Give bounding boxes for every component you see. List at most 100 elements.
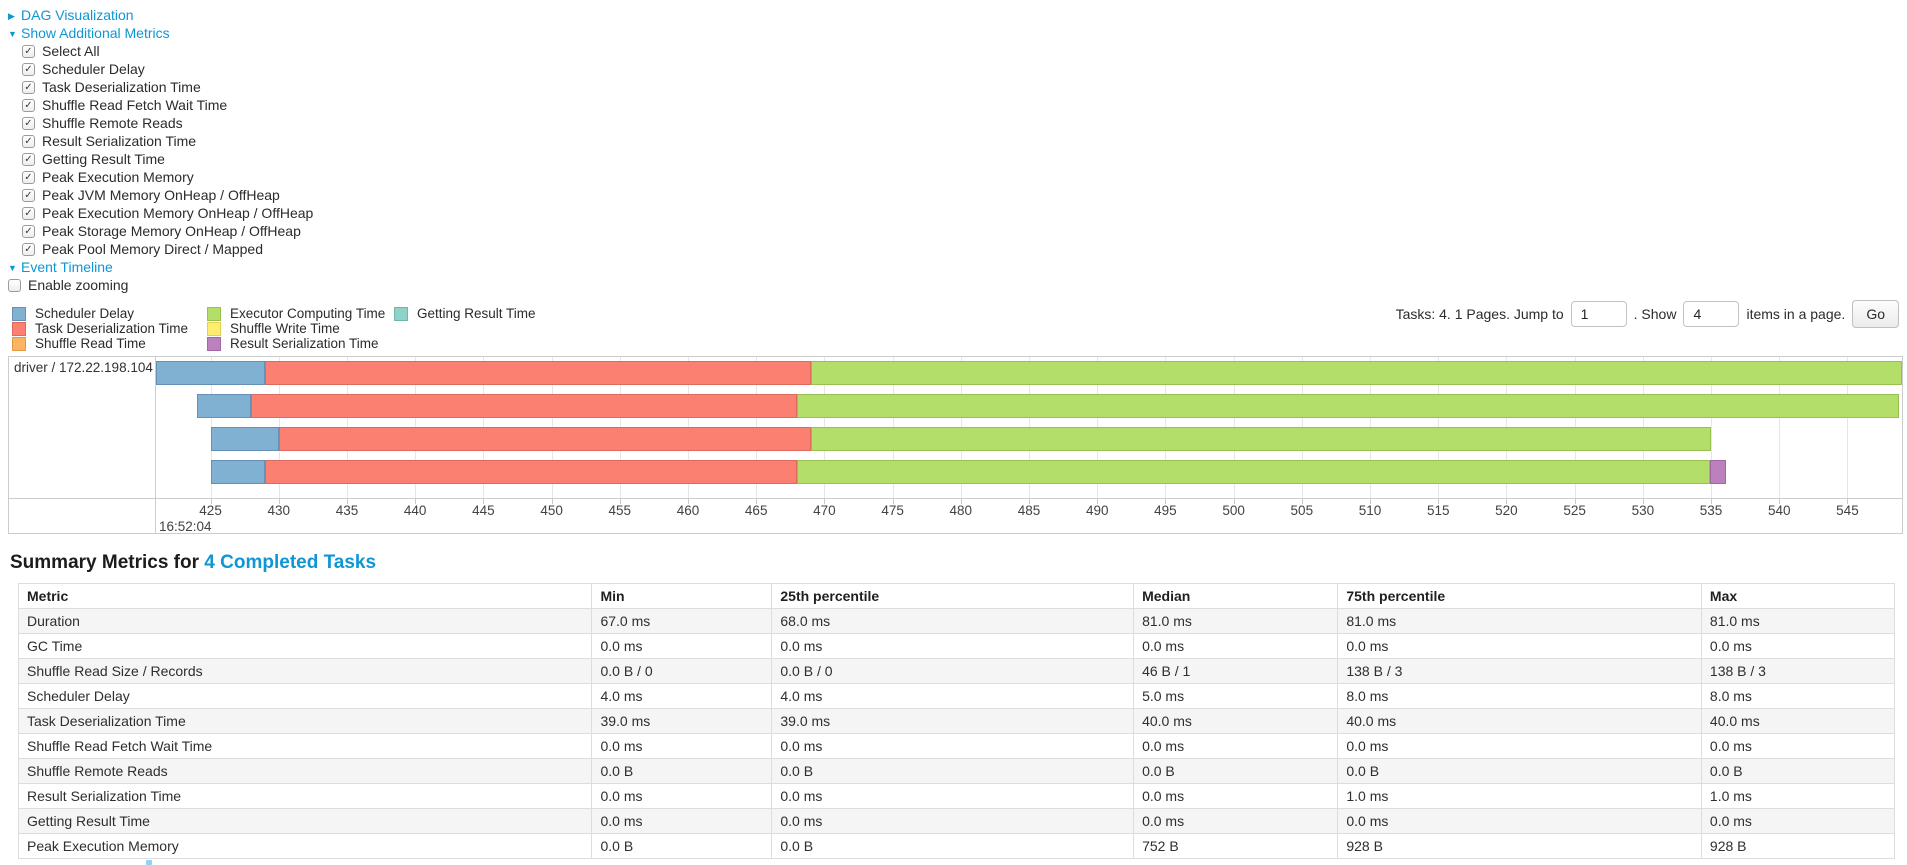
enable-zooming-checkbox[interactable]	[8, 278, 21, 292]
task-segment-scheduler	[156, 361, 266, 385]
axis-tickmark	[756, 499, 758, 504]
axis-tick-label: 545	[1836, 503, 1859, 518]
axis-tick-label: 495	[1154, 503, 1177, 518]
legend-item-getting_result: Getting Result Time	[394, 306, 536, 321]
summary-metric-name: Scheduler Delay	[17, 683, 593, 709]
task-segment-executor	[797, 460, 1710, 484]
checkbox-label: Peak Execution Memory OnHeap / OffHeap	[42, 205, 314, 221]
summary-cell: 0.0 ms	[1337, 733, 1702, 759]
summary-cell: 4.0 ms	[771, 683, 1135, 709]
checkbox-shuffle-remote-reads[interactable]: ✓	[22, 116, 35, 130]
summary-cell: 0.0 ms	[1700, 808, 1896, 834]
metric-checkbox-row-scheduler-delay[interactable]: ✓ Scheduler Delay	[22, 60, 1907, 78]
legend-item-shuffle_read: Shuffle Read Time	[12, 336, 188, 351]
event-timeline-chart: driver / 172.22.198.104 16:52:04 425 430 4…	[8, 356, 1903, 534]
legend-label: Result Serialization Time	[230, 336, 379, 351]
summary-row-result-serialization-time: Result Serialization Time 0.0 ms 0.0 ms 0.0…	[17, 783, 1896, 809]
axis-tick-label: 435	[335, 503, 359, 518]
toggle-dag-label: DAG Visualization	[21, 7, 134, 23]
items-per-page-input[interactable]	[1683, 301, 1740, 327]
summary-cell: 0.0 ms	[1700, 633, 1896, 659]
checkbox-shuffle-read-fetch-wait-time[interactable]: ✓	[22, 98, 35, 112]
task-segment-deser	[265, 361, 811, 385]
summary-cell: 40.0 ms	[1337, 708, 1702, 734]
summary-cell: 1.0 ms	[1337, 783, 1702, 809]
axis-tickmark	[278, 499, 280, 504]
summary-cell: 0.0 B	[1133, 758, 1339, 784]
jump-to-page-input[interactable]	[1570, 301, 1627, 327]
summary-column-header-median: Median	[1133, 583, 1339, 609]
checkbox-label: Getting Result Time	[42, 151, 165, 167]
toggle-dag-visualization[interactable]: ▶ DAG Visualization	[8, 6, 1907, 24]
checkbox-result-serialization-time[interactable]: ✓	[22, 134, 35, 148]
metric-checkbox-row-select-all[interactable]: ✓ Select All	[22, 42, 1907, 60]
checkbox-getting-result-time[interactable]: ✓	[22, 152, 35, 166]
legend-label: Task Deserialization Time	[35, 321, 189, 336]
summary-cell: 0.0 ms	[771, 783, 1135, 809]
toggle-show-additional-metrics[interactable]: ▼ Show Additional Metrics	[8, 24, 1907, 42]
checkbox-label: Shuffle Read Fetch Wait Time	[42, 97, 228, 113]
metric-checkbox-row-result-serialization-time[interactable]: ✓ Result Serialization Time	[22, 132, 1907, 150]
enable-zooming-row[interactable]: Enable zooming	[8, 276, 1907, 294]
axis-tickmark	[1029, 499, 1030, 504]
summary-cell: 4.0 ms	[591, 683, 773, 709]
completed-tasks-link[interactable]: 4 Completed Tasks	[204, 552, 377, 573]
axis-tick-label: 505	[1290, 503, 1314, 518]
axis-tickmark	[1097, 499, 1099, 504]
axis-tick-label: 540	[1767, 503, 1791, 518]
checkbox-select-all[interactable]: ✓	[22, 44, 35, 58]
metric-checkbox-row-shuffle-read-fetch-wait-time[interactable]: ✓ Shuffle Read Fetch Wait Time	[22, 96, 1907, 114]
summary-metrics-heading: Summary Metrics for 4 Completed Tasks	[10, 552, 1907, 574]
checkbox-peak-execution-memory[interactable]: ✓	[22, 170, 35, 184]
checkbox-task-deserialization-time[interactable]: ✓	[22, 80, 35, 94]
checkbox-label: Peak Storage Memory OnHeap / OffHeap	[42, 223, 301, 239]
toggle-metrics-label: Show Additional Metrics	[21, 25, 170, 41]
legend-label: Shuffle Write Time	[230, 321, 340, 336]
toggle-event-timeline[interactable]: ▼ Event Timeline	[8, 258, 1907, 276]
metric-checkbox-row-shuffle-remote-reads[interactable]: ✓ Shuffle Remote Reads	[22, 114, 1907, 132]
chevron-right-icon: ▶	[8, 11, 15, 21]
summary-cell: 0.0 B / 0	[591, 658, 773, 684]
checkbox-peak-execution-memory-onheap-offheap[interactable]: ✓	[22, 206, 35, 220]
task-segment-deser	[265, 460, 798, 484]
checkbox-label: Select All	[42, 43, 100, 59]
summary-column-header-25th-percentile: 25th percentile	[771, 583, 1135, 609]
legend-label: Scheduler Delay	[35, 306, 135, 321]
summary-column-header-min: Min	[591, 583, 773, 609]
legend-item-result_ser: Result Serialization Time	[207, 336, 385, 351]
metric-checkbox-row-task-deserialization-time[interactable]: ✓ Task Deserialization Time	[22, 78, 1907, 96]
checkbox-peak-storage-memory-onheap-offheap[interactable]: ✓	[22, 224, 35, 238]
metric-checkbox-row-peak-storage-memory-onheap-offheap[interactable]: ✓ Peak Storage Memory OnHeap / OffHeap	[22, 222, 1907, 240]
legend-column: Getting Result Time	[394, 306, 536, 321]
summary-cell: 8.0 ms	[1337, 683, 1702, 709]
summary-cell: 0.0 B	[771, 758, 1135, 784]
scheduler-swatch-icon	[12, 306, 26, 321]
summary-cell: 0.0 ms	[771, 733, 1135, 759]
summary-cell: 81.0 ms	[1337, 608, 1702, 634]
summary-heading-prefix: Summary Metrics for	[10, 552, 205, 573]
axis-tickmark	[210, 499, 212, 504]
checkbox-scheduler-delay[interactable]: ✓	[22, 62, 35, 76]
metric-checkbox-row-peak-execution-memory-onheap-offheap[interactable]: ✓ Peak Execution Memory OnHeap / OffHeap	[22, 204, 1907, 222]
summary-cell: 40.0 ms	[1133, 708, 1339, 734]
summary-row-gc-time: GC Time 0.0 ms 0.0 ms 0.0 ms 0.0 ms 0.0 ms	[17, 633, 1896, 659]
legend-column: Scheduler Delay Task Deserialization Time…	[12, 306, 188, 351]
metric-checkbox-row-peak-execution-memory[interactable]: ✓ Peak Execution Memory	[22, 168, 1907, 186]
axis-tickmark	[346, 499, 348, 504]
shuffle-write-swatch-icon	[207, 321, 221, 336]
summary-cell: 8.0 ms	[1700, 683, 1896, 709]
task-bar	[156, 361, 1902, 385]
summary-cell: 0.0 ms	[591, 733, 773, 759]
axis-tickmark	[1301, 499, 1303, 504]
timeline-legend-bar: Scheduler Delay Task Deserialization Time…	[12, 300, 1903, 352]
metric-checkbox-row-getting-result-time[interactable]: ✓ Getting Result Time	[22, 150, 1907, 168]
axis-tickmark	[1847, 499, 1849, 504]
checkbox-peak-pool-memory-direct-mapped[interactable]: ✓	[22, 242, 35, 256]
go-button[interactable]: Go	[1852, 300, 1899, 328]
checkbox-peak-jvm-memory-onheap-offheap[interactable]: ✓	[22, 188, 35, 202]
task-bar	[156, 394, 1902, 418]
metric-checkbox-row-peak-pool-memory-direct-mapped[interactable]: ✓ Peak Pool Memory Direct / Mapped	[22, 240, 1907, 258]
summary-cell: 0.0 ms	[1337, 808, 1702, 834]
summary-cell: 0.0 ms	[771, 808, 1135, 834]
metric-checkbox-row-peak-jvm-memory-onheap-offheap[interactable]: ✓ Peak JVM Memory OnHeap / OffHeap	[22, 186, 1907, 204]
